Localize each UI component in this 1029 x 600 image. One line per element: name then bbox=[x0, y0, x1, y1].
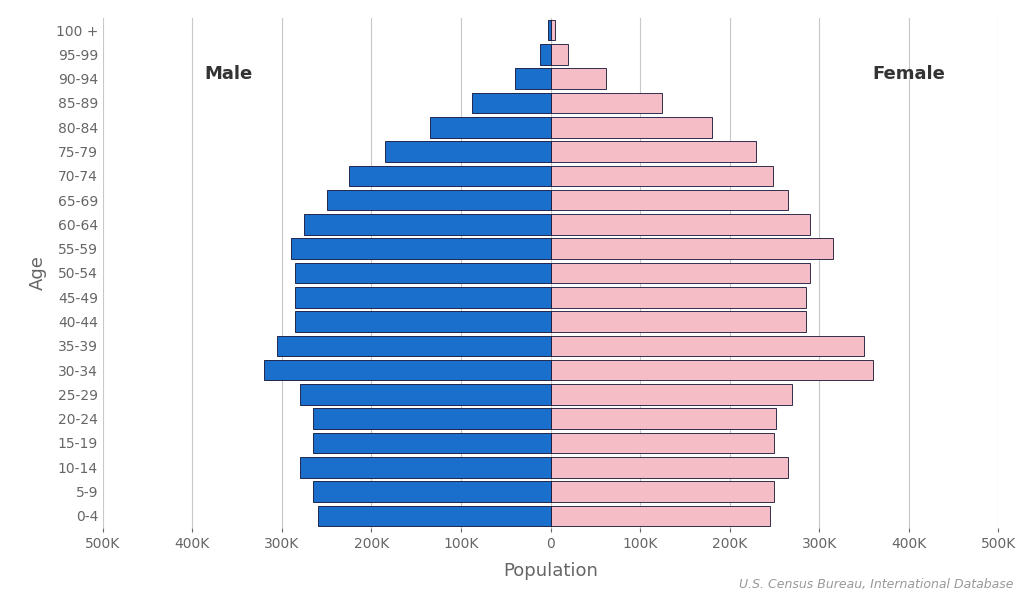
Bar bbox=[349, 166, 551, 186]
Bar bbox=[313, 409, 551, 429]
Bar bbox=[385, 141, 551, 162]
Bar bbox=[540, 44, 551, 65]
Bar bbox=[551, 68, 606, 89]
Bar bbox=[551, 384, 792, 405]
Bar bbox=[295, 263, 551, 283]
Bar bbox=[551, 238, 832, 259]
Bar bbox=[551, 481, 774, 502]
Bar bbox=[551, 214, 810, 235]
Bar bbox=[299, 457, 551, 478]
Bar bbox=[305, 214, 551, 235]
Bar bbox=[430, 117, 551, 137]
Bar bbox=[313, 433, 551, 454]
Bar bbox=[551, 506, 770, 526]
Bar bbox=[299, 384, 551, 405]
Bar bbox=[278, 335, 551, 356]
Bar bbox=[313, 481, 551, 502]
Y-axis label: Age: Age bbox=[30, 256, 47, 290]
Bar bbox=[551, 457, 788, 478]
Bar bbox=[551, 409, 776, 429]
Bar bbox=[295, 287, 551, 308]
Bar bbox=[291, 238, 551, 259]
Bar bbox=[551, 360, 873, 380]
Bar bbox=[551, 92, 663, 113]
Bar bbox=[551, 263, 810, 283]
Text: Male: Male bbox=[204, 65, 252, 83]
Bar bbox=[264, 360, 551, 380]
Bar bbox=[551, 117, 712, 137]
Text: U.S. Census Bureau, International Database: U.S. Census Bureau, International Databa… bbox=[739, 578, 1014, 591]
Bar bbox=[326, 190, 551, 211]
Text: Female: Female bbox=[873, 65, 945, 83]
Bar bbox=[551, 335, 864, 356]
Bar bbox=[548, 20, 551, 40]
Bar bbox=[551, 433, 774, 454]
Bar bbox=[551, 190, 788, 211]
Bar bbox=[551, 44, 568, 65]
Bar bbox=[318, 506, 551, 526]
Bar bbox=[471, 92, 551, 113]
X-axis label: Population: Population bbox=[503, 562, 598, 580]
Bar bbox=[551, 311, 806, 332]
Bar bbox=[551, 287, 806, 308]
Bar bbox=[551, 20, 555, 40]
Bar bbox=[551, 141, 756, 162]
Bar bbox=[295, 311, 551, 332]
Bar bbox=[514, 68, 551, 89]
Bar bbox=[551, 166, 773, 186]
